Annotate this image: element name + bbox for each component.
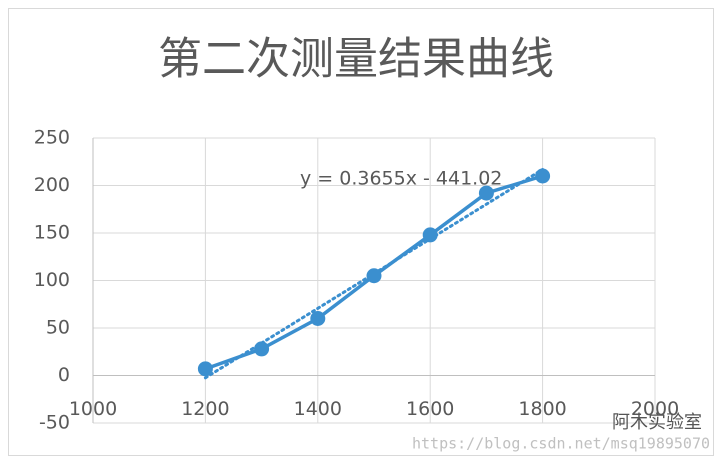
data-point <box>478 185 494 201</box>
x-tick-label: 1800 <box>518 398 566 420</box>
y-tick-label: -50 <box>39 412 70 434</box>
trendline-equation: y = 0.3655x - 441.02 <box>300 168 502 190</box>
data-point <box>197 361 213 377</box>
y-tick-label: 200 <box>34 174 70 196</box>
data-point <box>366 268 382 284</box>
data-point <box>535 168 551 184</box>
y-tick-label: 50 <box>46 317 70 339</box>
data-point <box>254 341 270 357</box>
chart-frame <box>8 8 714 456</box>
x-tick-label: 2000 <box>631 398 679 420</box>
y-tick-label: 250 <box>34 127 70 149</box>
y-tick-label: 100 <box>34 269 70 291</box>
data-point <box>422 227 438 243</box>
watermark: https://blog.csdn.net/msq19895070 <box>412 435 710 453</box>
x-tick-label: 1200 <box>181 398 229 420</box>
y-tick-label: 150 <box>34 222 70 244</box>
watermark: 阿木实验室 <box>612 412 702 433</box>
chart-title: 第二次测量结果曲线 <box>158 34 554 85</box>
x-tick-label: 1400 <box>294 398 342 420</box>
data-point <box>310 311 326 326</box>
y-tick-label: 0 <box>58 364 70 386</box>
x-tick-label: 1600 <box>406 398 454 420</box>
